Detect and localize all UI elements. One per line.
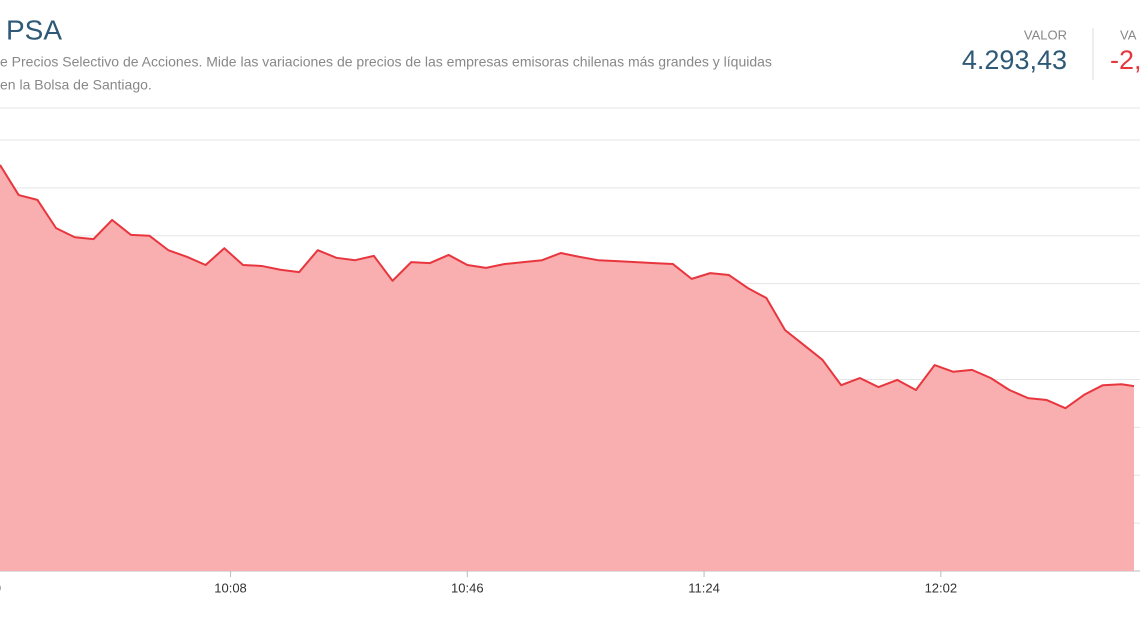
x-tick-label: 11:24	[688, 580, 720, 595]
description: e Precios Selectivo de Acciones. Mide la…	[0, 54, 772, 70]
x-tick-label: 12:02	[925, 580, 958, 595]
stat-value: 4.293,43	[962, 45, 1067, 75]
x-tick-label: 10:08	[214, 580, 247, 595]
description: en la Bolsa de Santiago.	[0, 77, 152, 93]
x-tick-label: 10:46	[451, 580, 484, 595]
title: PSA	[6, 14, 62, 45]
area	[0, 164, 1134, 571]
stat-label: VALOR	[1024, 27, 1067, 42]
line	[0, 164, 1135, 410]
x-tick-label: 30	[0, 580, 1, 595]
stat-label: VA	[1120, 27, 1137, 42]
stat-value: -2,	[1110, 45, 1140, 75]
